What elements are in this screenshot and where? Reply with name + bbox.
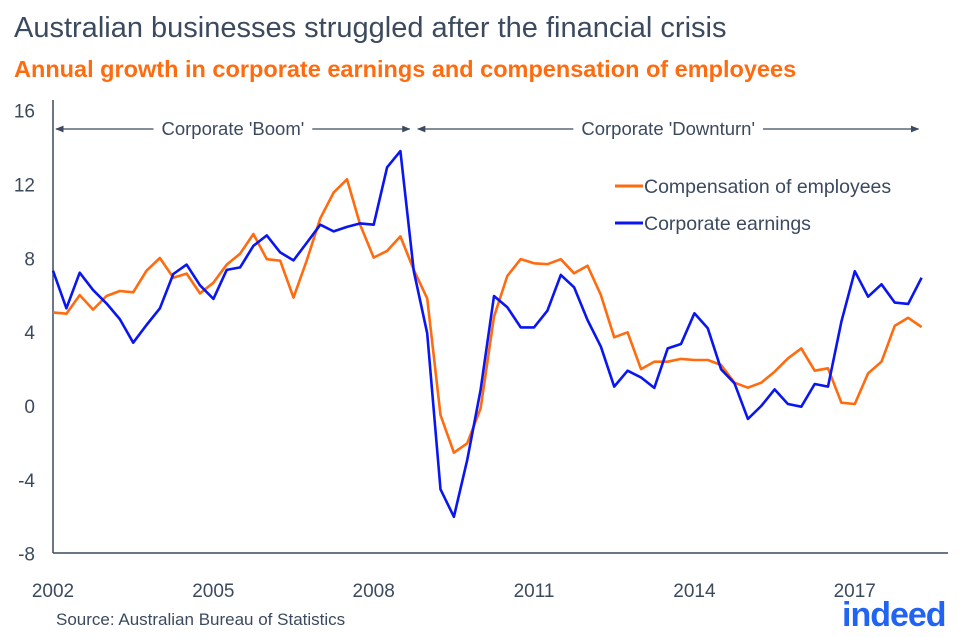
x-tick-label: 2002 — [32, 581, 74, 602]
x-tick-label: 2011 — [514, 581, 555, 602]
y-tick-label: 0 — [24, 397, 35, 418]
source-note: Source: Australian Bureau of Statistics — [56, 610, 346, 629]
series-line-earnings — [51, 149, 923, 519]
legend-label-earnings: Corporate earnings — [644, 213, 811, 235]
x-tick-label: 2017 — [834, 581, 876, 602]
annotation-label: Corporate 'Downturn' — [581, 118, 755, 139]
y-tick-label: 8 — [24, 249, 35, 270]
x-tick-label: 2005 — [192, 581, 234, 602]
series-line-employees — [52, 178, 923, 455]
y-tick-label: -4 — [18, 471, 35, 492]
chart-subtitle: Annual growth in corporate earnings and … — [14, 56, 797, 82]
legend-label-employees: Compensation of employees — [644, 176, 891, 198]
x-tick-label: 2008 — [353, 581, 395, 602]
annotation-label: Corporate 'Boom' — [161, 118, 304, 139]
y-tick-label: -8 — [18, 545, 35, 566]
chart-title: Australian businesses struggled after th… — [14, 12, 727, 44]
legend: Compensation of employees Corporate earn… — [615, 176, 891, 235]
y-tick-label: 16 — [14, 102, 35, 123]
y-tick-label: 4 — [24, 323, 35, 344]
indeed-logo: indeed — [842, 596, 947, 634]
x-tick-label: 2014 — [673, 581, 716, 602]
y-tick-label: 12 — [14, 175, 35, 196]
